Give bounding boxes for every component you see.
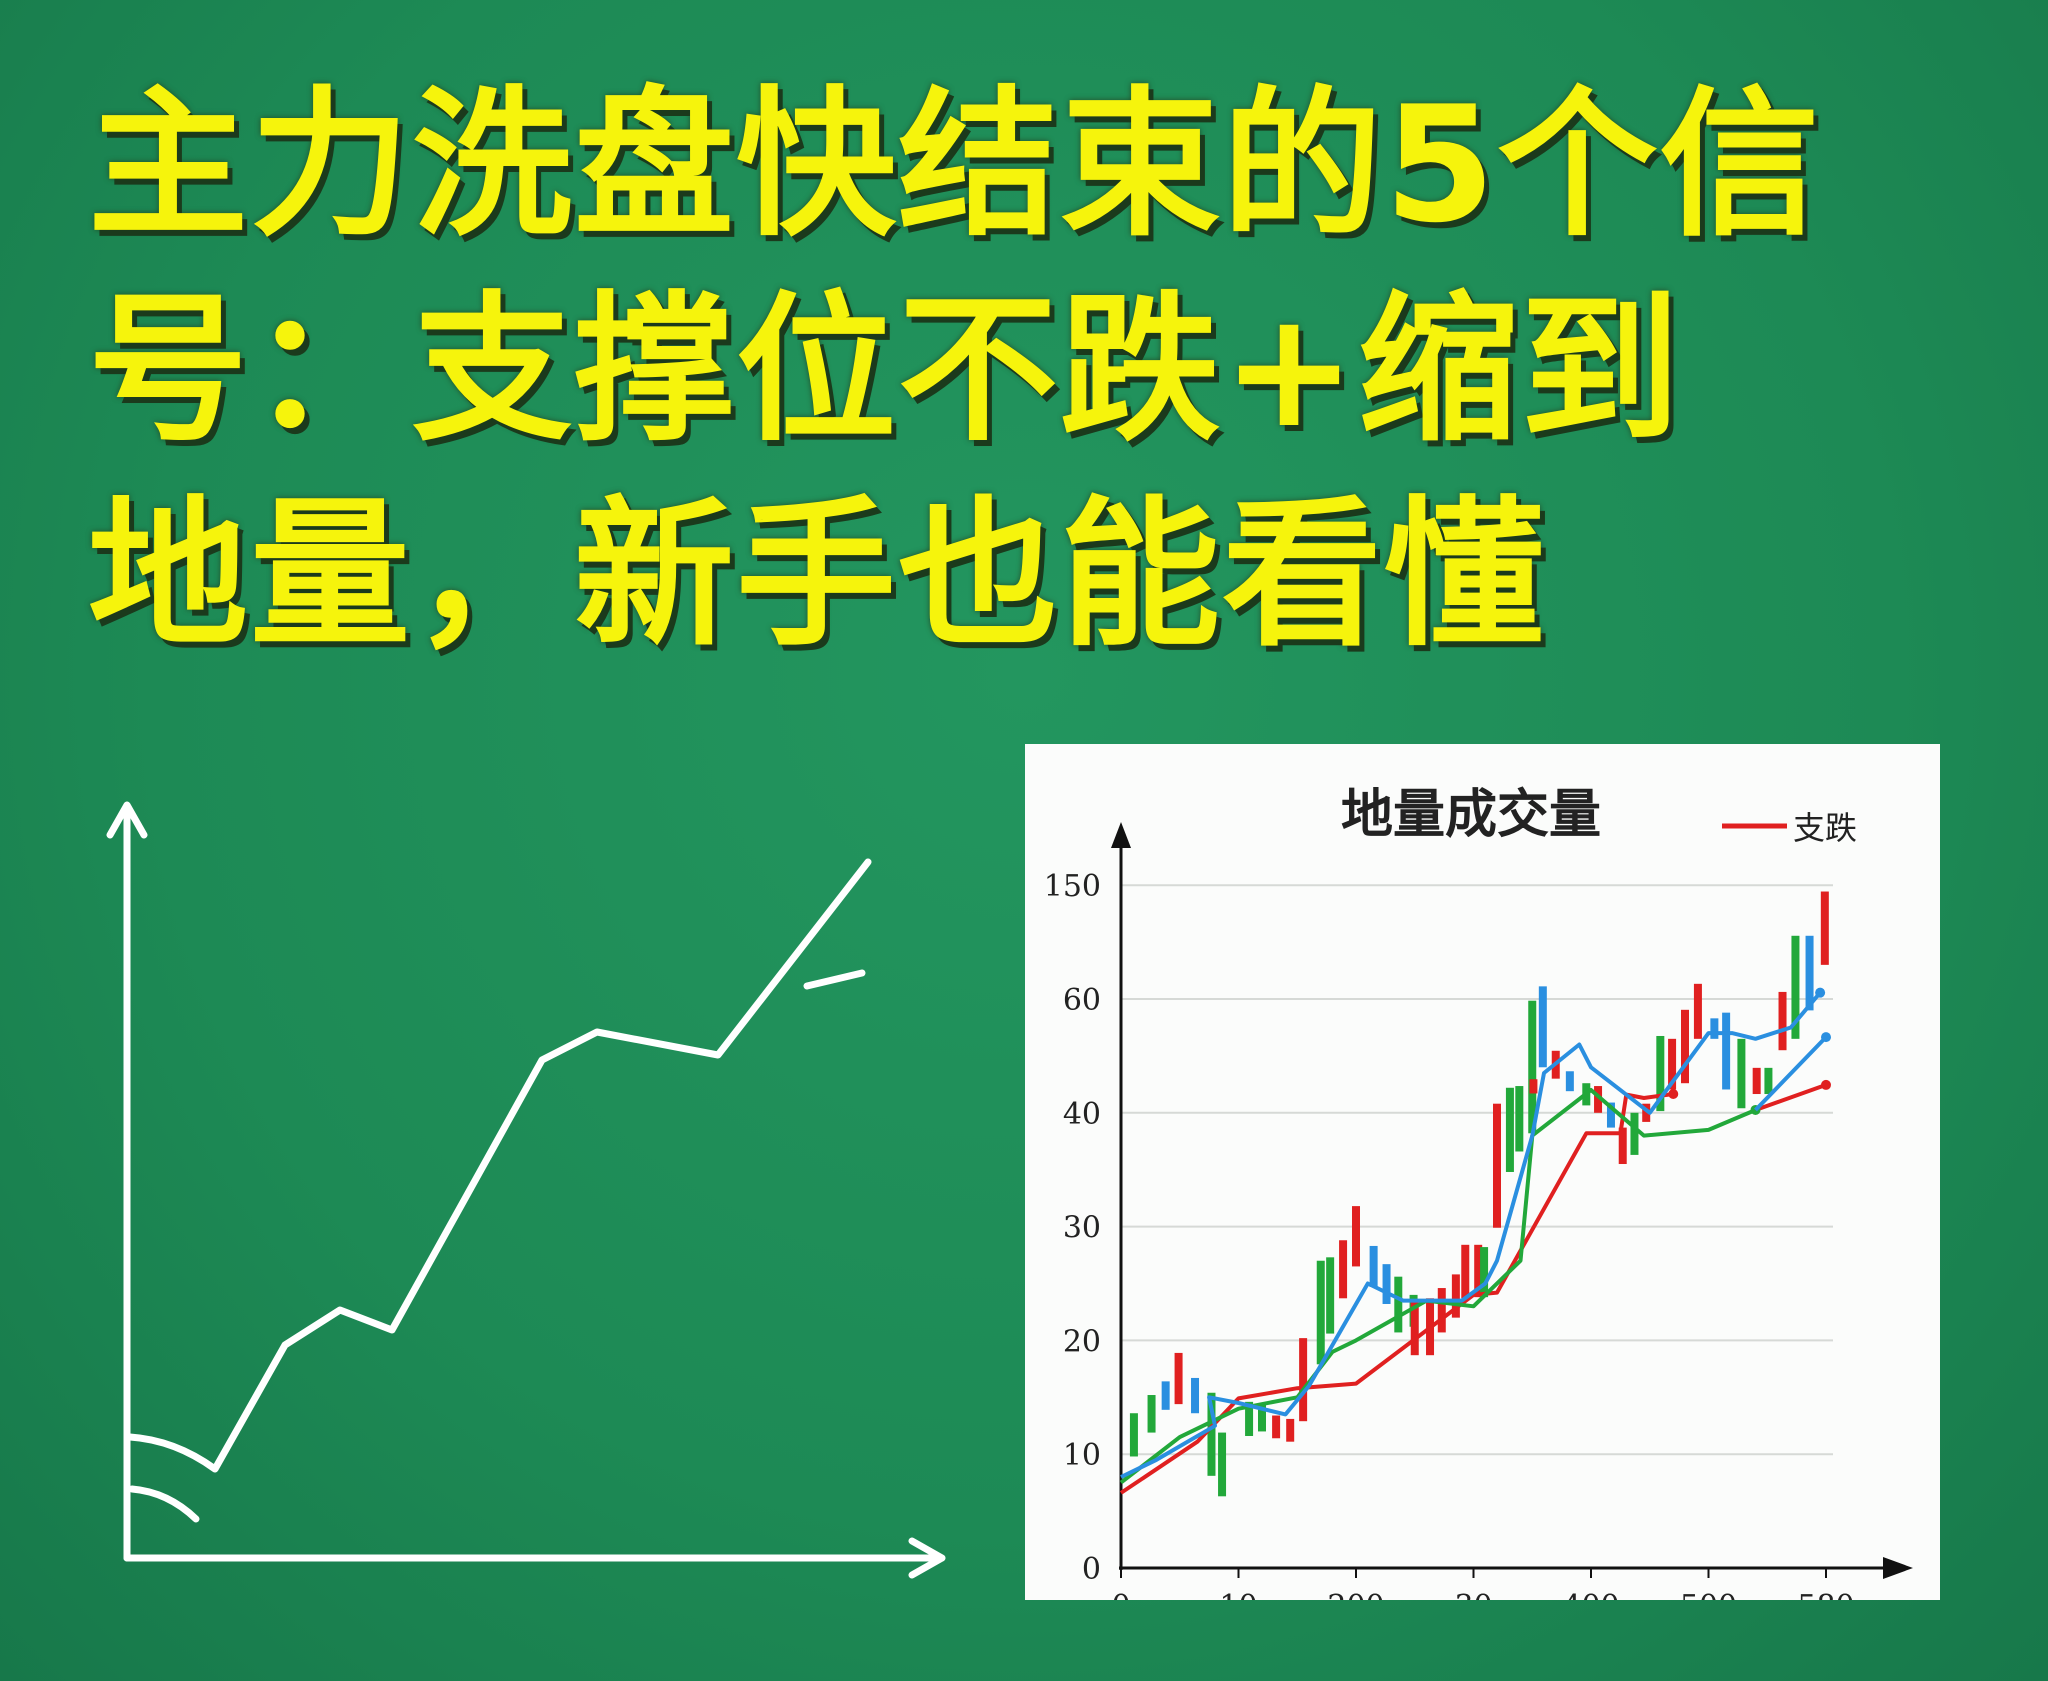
candle <box>1505 1087 1514 1172</box>
candle <box>1791 935 1800 1039</box>
candle <box>1339 1240 1348 1299</box>
candle <box>1710 1018 1719 1039</box>
candle <box>1129 1413 1138 1457</box>
chart-svg: 0 10 20 30 40 60 150 0 10 200 30 400 500 580 地量成交量 支跌… <box>1044 785 1915 1632</box>
sketch-y-axis <box>106 801 148 1562</box>
y-tick-label: 20 <box>1063 1324 1101 1359</box>
candle <box>1594 1086 1603 1113</box>
candle <box>1299 1338 1308 1422</box>
candle <box>1820 891 1829 965</box>
candle <box>1528 1000 1537 1134</box>
candle <box>1272 1415 1281 1439</box>
candle <box>1642 1103 1651 1122</box>
x-tick-label: 580 <box>1797 1589 1854 1600</box>
series-end-point <box>1668 1089 1679 1100</box>
candle <box>1493 1103 1501 1228</box>
sketch-tick-mark <box>803 969 866 990</box>
candle <box>1437 1288 1446 1333</box>
candle <box>1147 1395 1156 1433</box>
x-tick-label: 0 <box>1111 1589 1130 1600</box>
x-tick-label: 200 <box>1327 1589 1384 1600</box>
candle <box>1286 1418 1295 1442</box>
sketch-trend-line <box>126 858 872 1473</box>
y-tick-label: 150 <box>1044 869 1101 904</box>
x-unit-label: 用 <box>1885 1597 1915 1600</box>
candle <box>1529 1079 1538 1094</box>
series-end-point <box>1821 1032 1831 1043</box>
candle <box>1606 1102 1615 1128</box>
x-tick-label: 30 <box>1454 1589 1492 1600</box>
candle <box>1778 991 1787 1051</box>
candle <box>1737 1038 1746 1109</box>
candle <box>1630 1112 1639 1155</box>
legend-label: 支跌 <box>1793 809 1857 847</box>
candle <box>1693 983 1702 1039</box>
headline-line-3: 地量，新手也能看懂 <box>88 481 1547 668</box>
candle <box>1410 1300 1419 1356</box>
candle <box>1352 1206 1360 1267</box>
headline-line-2: 号：支撑位不跌+缩到 <box>88 276 1683 463</box>
y-tick-label: 0 <box>1082 1552 1101 1587</box>
x-axis-arrow-icon <box>1883 1557 1913 1579</box>
y-tick-label: 40 <box>1063 1097 1101 1132</box>
candle <box>1316 1260 1325 1365</box>
candle <box>1805 935 1814 1011</box>
candle <box>1722 1012 1731 1090</box>
candle <box>1474 1244 1483 1298</box>
x-tick-label: 500 <box>1680 1589 1737 1600</box>
candle <box>1538 986 1547 1068</box>
candle <box>1258 1404 1266 1432</box>
candle <box>1480 1247 1489 1298</box>
y-axis-arrow-icon <box>1111 822 1131 848</box>
series-end-point <box>1815 987 1826 998</box>
candle <box>1618 1127 1627 1165</box>
candle <box>1681 1009 1689 1084</box>
candle <box>1394 1276 1403 1333</box>
sketch-x-axis <box>123 1537 946 1579</box>
y-tick-label: 10 <box>1063 1438 1101 1473</box>
candle <box>1245 1401 1254 1436</box>
candle <box>1218 1432 1227 1497</box>
x-tick-label: 400 <box>1562 1589 1619 1600</box>
series-line <box>1754 1083 1827 1112</box>
y-tick-label: 60 <box>1063 983 1101 1018</box>
candle <box>1174 1352 1183 1405</box>
candle <box>1515 1086 1524 1152</box>
candle <box>1451 1274 1460 1318</box>
candle <box>1764 1067 1773 1095</box>
candle <box>1382 1264 1391 1304</box>
candle <box>1461 1244 1470 1299</box>
chart-title: 地量成交量 <box>1341 785 1601 845</box>
candle <box>1752 1067 1761 1095</box>
headline-line-1: 主力洗盘快结束的5个信 <box>88 71 1822 258</box>
candle <box>1369 1245 1378 1287</box>
candle <box>1326 1257 1335 1334</box>
candle <box>1161 1381 1170 1410</box>
candle <box>1207 1392 1216 1476</box>
y-tick-label: 30 <box>1063 1211 1101 1246</box>
series-end-point <box>1821 1079 1831 1090</box>
candle <box>1668 1038 1677 1090</box>
x-tick-label: 10 <box>1219 1589 1257 1600</box>
series-line <box>1120 991 1822 1479</box>
series-line <box>1754 1035 1828 1112</box>
candle <box>1656 1035 1665 1112</box>
sketch-base-arc <box>128 1485 200 1523</box>
candle <box>1191 1377 1200 1414</box>
candle <box>1565 1071 1574 1092</box>
volume-chart: 0 10 20 30 40 60 150 0 10 200 30 400 500 580 地量成交量 支跌… <box>1025 744 1940 1632</box>
headline-title: 主力洗盘快结束的5个信 号：支撑位不跌+缩到 地量，新手也能看懂 <box>88 62 1988 677</box>
